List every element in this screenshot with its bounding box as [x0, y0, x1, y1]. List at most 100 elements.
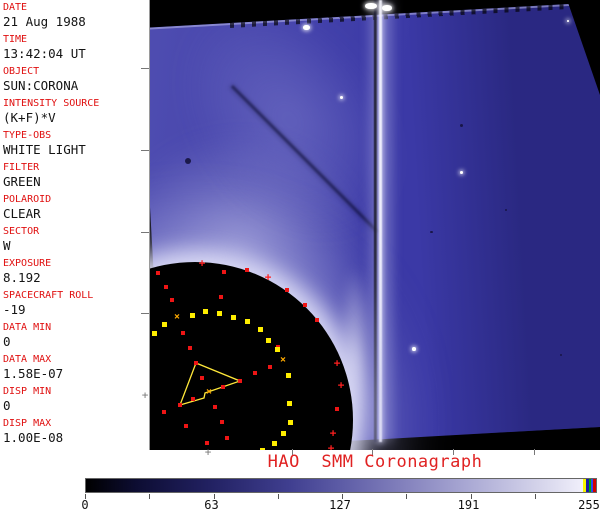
red-cross-marker: +: [327, 441, 335, 450]
red-fiducial-marker: [213, 405, 217, 409]
orange-cross-marker: ×: [279, 354, 287, 366]
field-label: POLAROID: [3, 194, 52, 205]
red-fiducial-marker: [200, 376, 204, 380]
yellow-fiducial-marker: [266, 338, 271, 343]
field-value: CLEAR: [3, 206, 41, 221]
red-cross-marker: +: [337, 378, 345, 392]
colorbar-tick-label: 127: [329, 498, 351, 512]
colorbar-tick: [149, 494, 151, 499]
field-value: 1.00E-08: [3, 430, 64, 445]
red-fiducial-marker: [219, 295, 223, 299]
red-fiducial-marker: [245, 268, 249, 272]
colorbar-tick-label: 63: [204, 498, 219, 512]
field-label: TYPE-OBS: [3, 130, 52, 141]
red-fiducial-marker: [191, 397, 195, 401]
field-label: TIME: [3, 34, 28, 45]
red-fiducial-marker: [184, 424, 188, 428]
yellow-fiducial-marker: [152, 331, 157, 336]
field-label: OBJECT: [3, 66, 40, 77]
colorbar-tick: [406, 494, 408, 499]
metadata-field: POLAROID CLEAR: [3, 194, 149, 221]
colorbar-stripe: [591, 479, 593, 492]
field-value: -19: [3, 302, 26, 317]
metadata-panel: DATE 21 Aug 1988 TIME 13:42:04 UT OBJECT SUN:…: [0, 0, 150, 450]
orange-cross-marker: ×: [173, 311, 181, 323]
colorbar-tick: [342, 494, 343, 499]
metadata-field: INTENSITY SOURCE (K+F)*V: [3, 98, 149, 125]
colorbar-tick: [534, 494, 536, 499]
red-fiducial-marker: [238, 379, 242, 383]
red-fiducial-marker: [156, 271, 160, 275]
yellow-fiducial-marker: [203, 309, 208, 314]
plot-axis-line: [149, 0, 150, 450]
colorbar-stripe: [593, 479, 596, 492]
metadata-field: DATA MIN 0: [3, 322, 149, 349]
colorbar-tick-label: 255: [578, 498, 600, 512]
field-label: SECTOR: [3, 226, 40, 237]
star-spot: [365, 3, 377, 9]
colorbar-tick: [470, 494, 472, 499]
bottom-axis-plus-tick: +: [204, 445, 212, 459]
field-label: DATA MAX: [3, 354, 52, 365]
red-fiducial-marker: [268, 365, 272, 369]
red-cross-marker: +: [329, 426, 337, 440]
field-value: SUN:CORONA: [3, 78, 79, 93]
colorbar-stripe: [586, 479, 589, 492]
dark-speck: [430, 231, 433, 233]
red-fiducial-marker: [221, 385, 225, 389]
orange-cross-marker: ×: [205, 386, 213, 398]
red-fiducial-marker: [205, 441, 209, 445]
yellow-fiducial-marker: [286, 373, 291, 378]
star-spot: [567, 20, 569, 22]
vertical-bright-line: [379, 0, 382, 442]
colorbar-tick: [213, 494, 215, 499]
field-label: FILTER: [3, 162, 40, 173]
left-axis-plus-tick: +: [141, 388, 149, 402]
field-value: WHITE LIGHT: [3, 142, 86, 157]
annotation-polygon: [178, 362, 242, 406]
bottom-axis-tick: [453, 449, 454, 455]
metadata-field: FILTER GREEN: [3, 162, 149, 189]
colorbar-tick: [85, 494, 86, 499]
star-spot: [303, 25, 310, 30]
red-fiducial-marker: [253, 371, 257, 375]
yellow-fiducial-marker: [162, 322, 167, 327]
field-value: 21 Aug 1988: [3, 14, 86, 29]
metadata-field: SECTOR W: [3, 226, 149, 253]
metadata-field: OBJECT SUN:CORONA: [3, 66, 149, 93]
left-axis-tick: [141, 313, 149, 314]
field-value: W: [3, 238, 11, 253]
red-fiducial-marker: [170, 298, 174, 302]
red-fiducial-marker: [303, 303, 307, 307]
bottom-axis-tick: [292, 449, 293, 455]
dark-speck: [185, 158, 191, 164]
red-fiducial-marker: [181, 331, 185, 335]
star-spot: [340, 96, 343, 99]
bottom-axis-tick: [372, 449, 373, 455]
field-value: 8.192: [3, 270, 41, 285]
field-label: EXPOSURE: [3, 258, 52, 269]
red-fiducial-marker: [222, 270, 226, 274]
yellow-fiducial-marker: [275, 347, 280, 352]
colorbar-stripe: [583, 479, 586, 492]
yellow-fiducial-marker: [260, 448, 265, 450]
dark-speck: [505, 209, 507, 211]
field-label: DISP MIN: [3, 386, 52, 397]
yellow-fiducial-marker: [288, 420, 293, 425]
yellow-fiducial-marker: [272, 441, 277, 446]
dark-speck: [460, 124, 463, 127]
colorbar-stripe: [589, 479, 591, 492]
field-value: 0: [3, 398, 11, 413]
intensity-colorbar: [85, 478, 597, 493]
star-spot: [382, 5, 392, 11]
red-fiducial-marker: [164, 285, 168, 289]
red-cross-marker: +: [333, 356, 341, 370]
red-cross-marker: +: [198, 256, 206, 270]
colorbar-tick-label: 191: [457, 498, 480, 512]
yellow-fiducial-marker: [231, 315, 236, 320]
left-axis-tick: [141, 232, 149, 233]
bottom-axis-tick: [534, 449, 535, 455]
dark-speck: [560, 354, 562, 356]
red-fiducial-marker: [194, 361, 198, 365]
